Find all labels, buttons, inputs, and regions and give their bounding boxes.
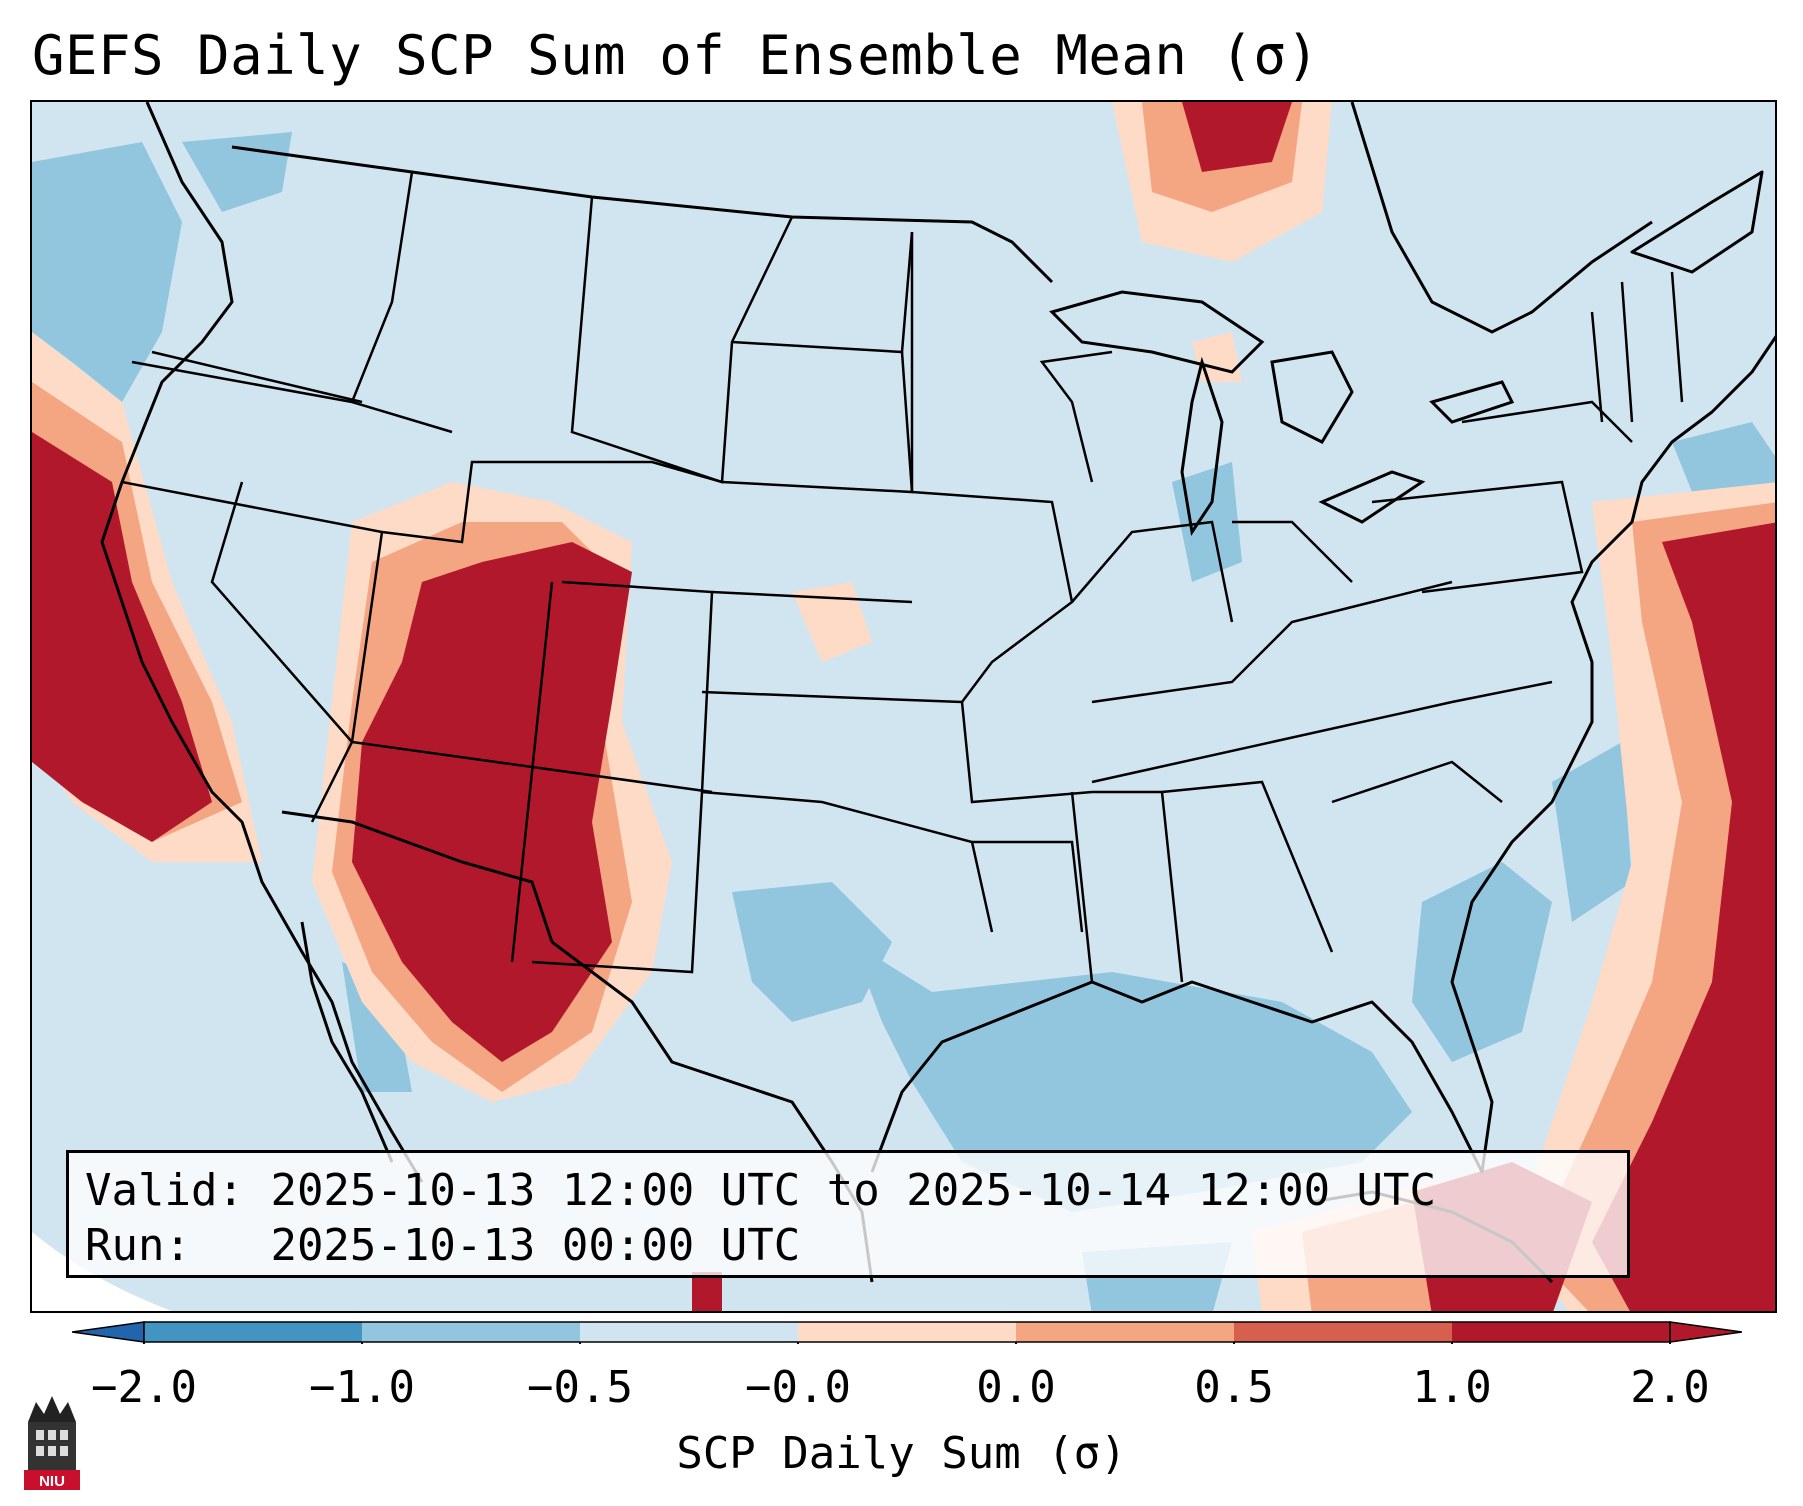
- colorbar-tick-label: −1.0: [309, 1362, 415, 1413]
- sc-border: [1331, 760, 1503, 804]
- colorbar-segment: [144, 1322, 363, 1342]
- pacific-coastline: [100, 102, 424, 1183]
- ks-ok-border: [701, 690, 963, 704]
- colorbar-segment: [798, 1322, 1017, 1342]
- california-strong: [32, 432, 212, 842]
- nm-tx-border: [531, 791, 704, 974]
- map-panel[interactable]: [30, 100, 1777, 1313]
- or-ca-nv-border: [121, 480, 383, 534]
- colorbar-tick-label: 2.0: [1630, 1362, 1710, 1413]
- colorbar-extend-high: [1669, 1321, 1742, 1343]
- ca-nv-border: [210, 481, 353, 743]
- mn-wi-border: [1039, 350, 1113, 483]
- niu-logo: NIU: [24, 1396, 80, 1490]
- state-borders: [121, 171, 1684, 983]
- colorbar-tick-label: 1.0: [1412, 1362, 1492, 1413]
- lake-ontario: [1429, 380, 1515, 424]
- valid-row: Valid: 2025-10-13 12:00 UTC to 2025-10-1…: [85, 1163, 1611, 1218]
- colorbar-extend-low: [72, 1321, 145, 1343]
- run-row: Run: 2025-10-13 00:00 UTC: [85, 1218, 1611, 1273]
- new-england-borders: [1590, 271, 1684, 423]
- map-title: GEFS Daily SCP Sum of Ensemble Mean (σ): [32, 24, 1320, 87]
- colorbar-segment: [580, 1322, 799, 1342]
- map-background: [32, 102, 1775, 1311]
- pacific-nw-low: [32, 142, 182, 402]
- colorbar: [72, 1321, 1742, 1344]
- lake-huron: [1270, 350, 1354, 444]
- al-ga-border: [1161, 780, 1334, 953]
- colorbar-tick-label: −2.0: [91, 1362, 197, 1413]
- atlantic-strong: [1592, 522, 1775, 1311]
- four-corners-strong: [352, 542, 632, 1062]
- us-canada-east-border: [1350, 102, 1653, 334]
- mo-ar-border: [960, 701, 1093, 804]
- great-lakes: [1049, 290, 1515, 536]
- colorbar-tick-label: 0.0: [976, 1362, 1056, 1413]
- colorbar-tick-label: −0.5: [527, 1362, 633, 1413]
- logo-text: NIU: [39, 1473, 65, 1490]
- map-canvas: [32, 102, 1775, 1311]
- colorbar-label: SCP Daily Sum (σ): [676, 1428, 1127, 1479]
- logo-castle-top-icon: [28, 1396, 76, 1422]
- colorbar-segment: [1452, 1322, 1671, 1342]
- id-mt-border: [350, 171, 414, 403]
- ut-co-az-nm-border: [510, 581, 554, 963]
- ar-la-border: [972, 840, 1084, 933]
- atlantic-low-strip: [1552, 742, 1632, 922]
- outside-domain-area: [32, 1232, 172, 1311]
- yucatan-strong: [692, 1272, 722, 1311]
- ok-tx-border: [701, 790, 994, 933]
- lake-superior: [1049, 290, 1265, 374]
- valid-label: Valid:: [85, 1165, 244, 1216]
- texas-low: [732, 882, 892, 1022]
- baja-coastline: [300, 921, 394, 1163]
- nova-scotia-coastline: [1630, 170, 1764, 274]
- colorbar-segment: [1016, 1322, 1235, 1342]
- colorbar-tick-label: 0.5: [1194, 1362, 1274, 1413]
- valid-run-info-box: Valid: 2025-10-13 12:00 UTC to 2025-10-1…: [66, 1150, 1630, 1278]
- ne-ks-border: [711, 590, 913, 604]
- colorbar-segment: [362, 1322, 581, 1342]
- ny-border: [1461, 400, 1633, 443]
- canada-strong: [1182, 102, 1292, 172]
- or-border-north: [151, 350, 363, 404]
- ms-river: [1070, 791, 1094, 983]
- us-mexico-border: [281, 810, 554, 943]
- ky-border: [1091, 580, 1453, 704]
- logo-banner: [24, 1470, 80, 1490]
- run-value: 2025-10-13 00:00 UTC: [270, 1220, 801, 1271]
- lake-michigan: [1180, 356, 1224, 536]
- lake-erie: [1318, 470, 1426, 524]
- nebraska-light: [792, 582, 872, 662]
- se-atlantic-coast-low: [1412, 862, 1552, 1062]
- il-in-border: [1071, 520, 1234, 623]
- id-wy-border: [381, 460, 723, 544]
- tn-nc-kentucky-border: [1091, 680, 1553, 784]
- run-label: Run:: [85, 1220, 191, 1271]
- colorbar-tick-label: −0.0: [745, 1362, 851, 1413]
- oh-border: [1232, 520, 1353, 583]
- colorbar-segment: [1234, 1322, 1453, 1342]
- valid-value: 2025-10-13 12:00 UTC to 2025-10-14 12:00…: [270, 1165, 1437, 1216]
- pa-border: [1371, 480, 1584, 594]
- colorbar-outline: [143, 1321, 1671, 1343]
